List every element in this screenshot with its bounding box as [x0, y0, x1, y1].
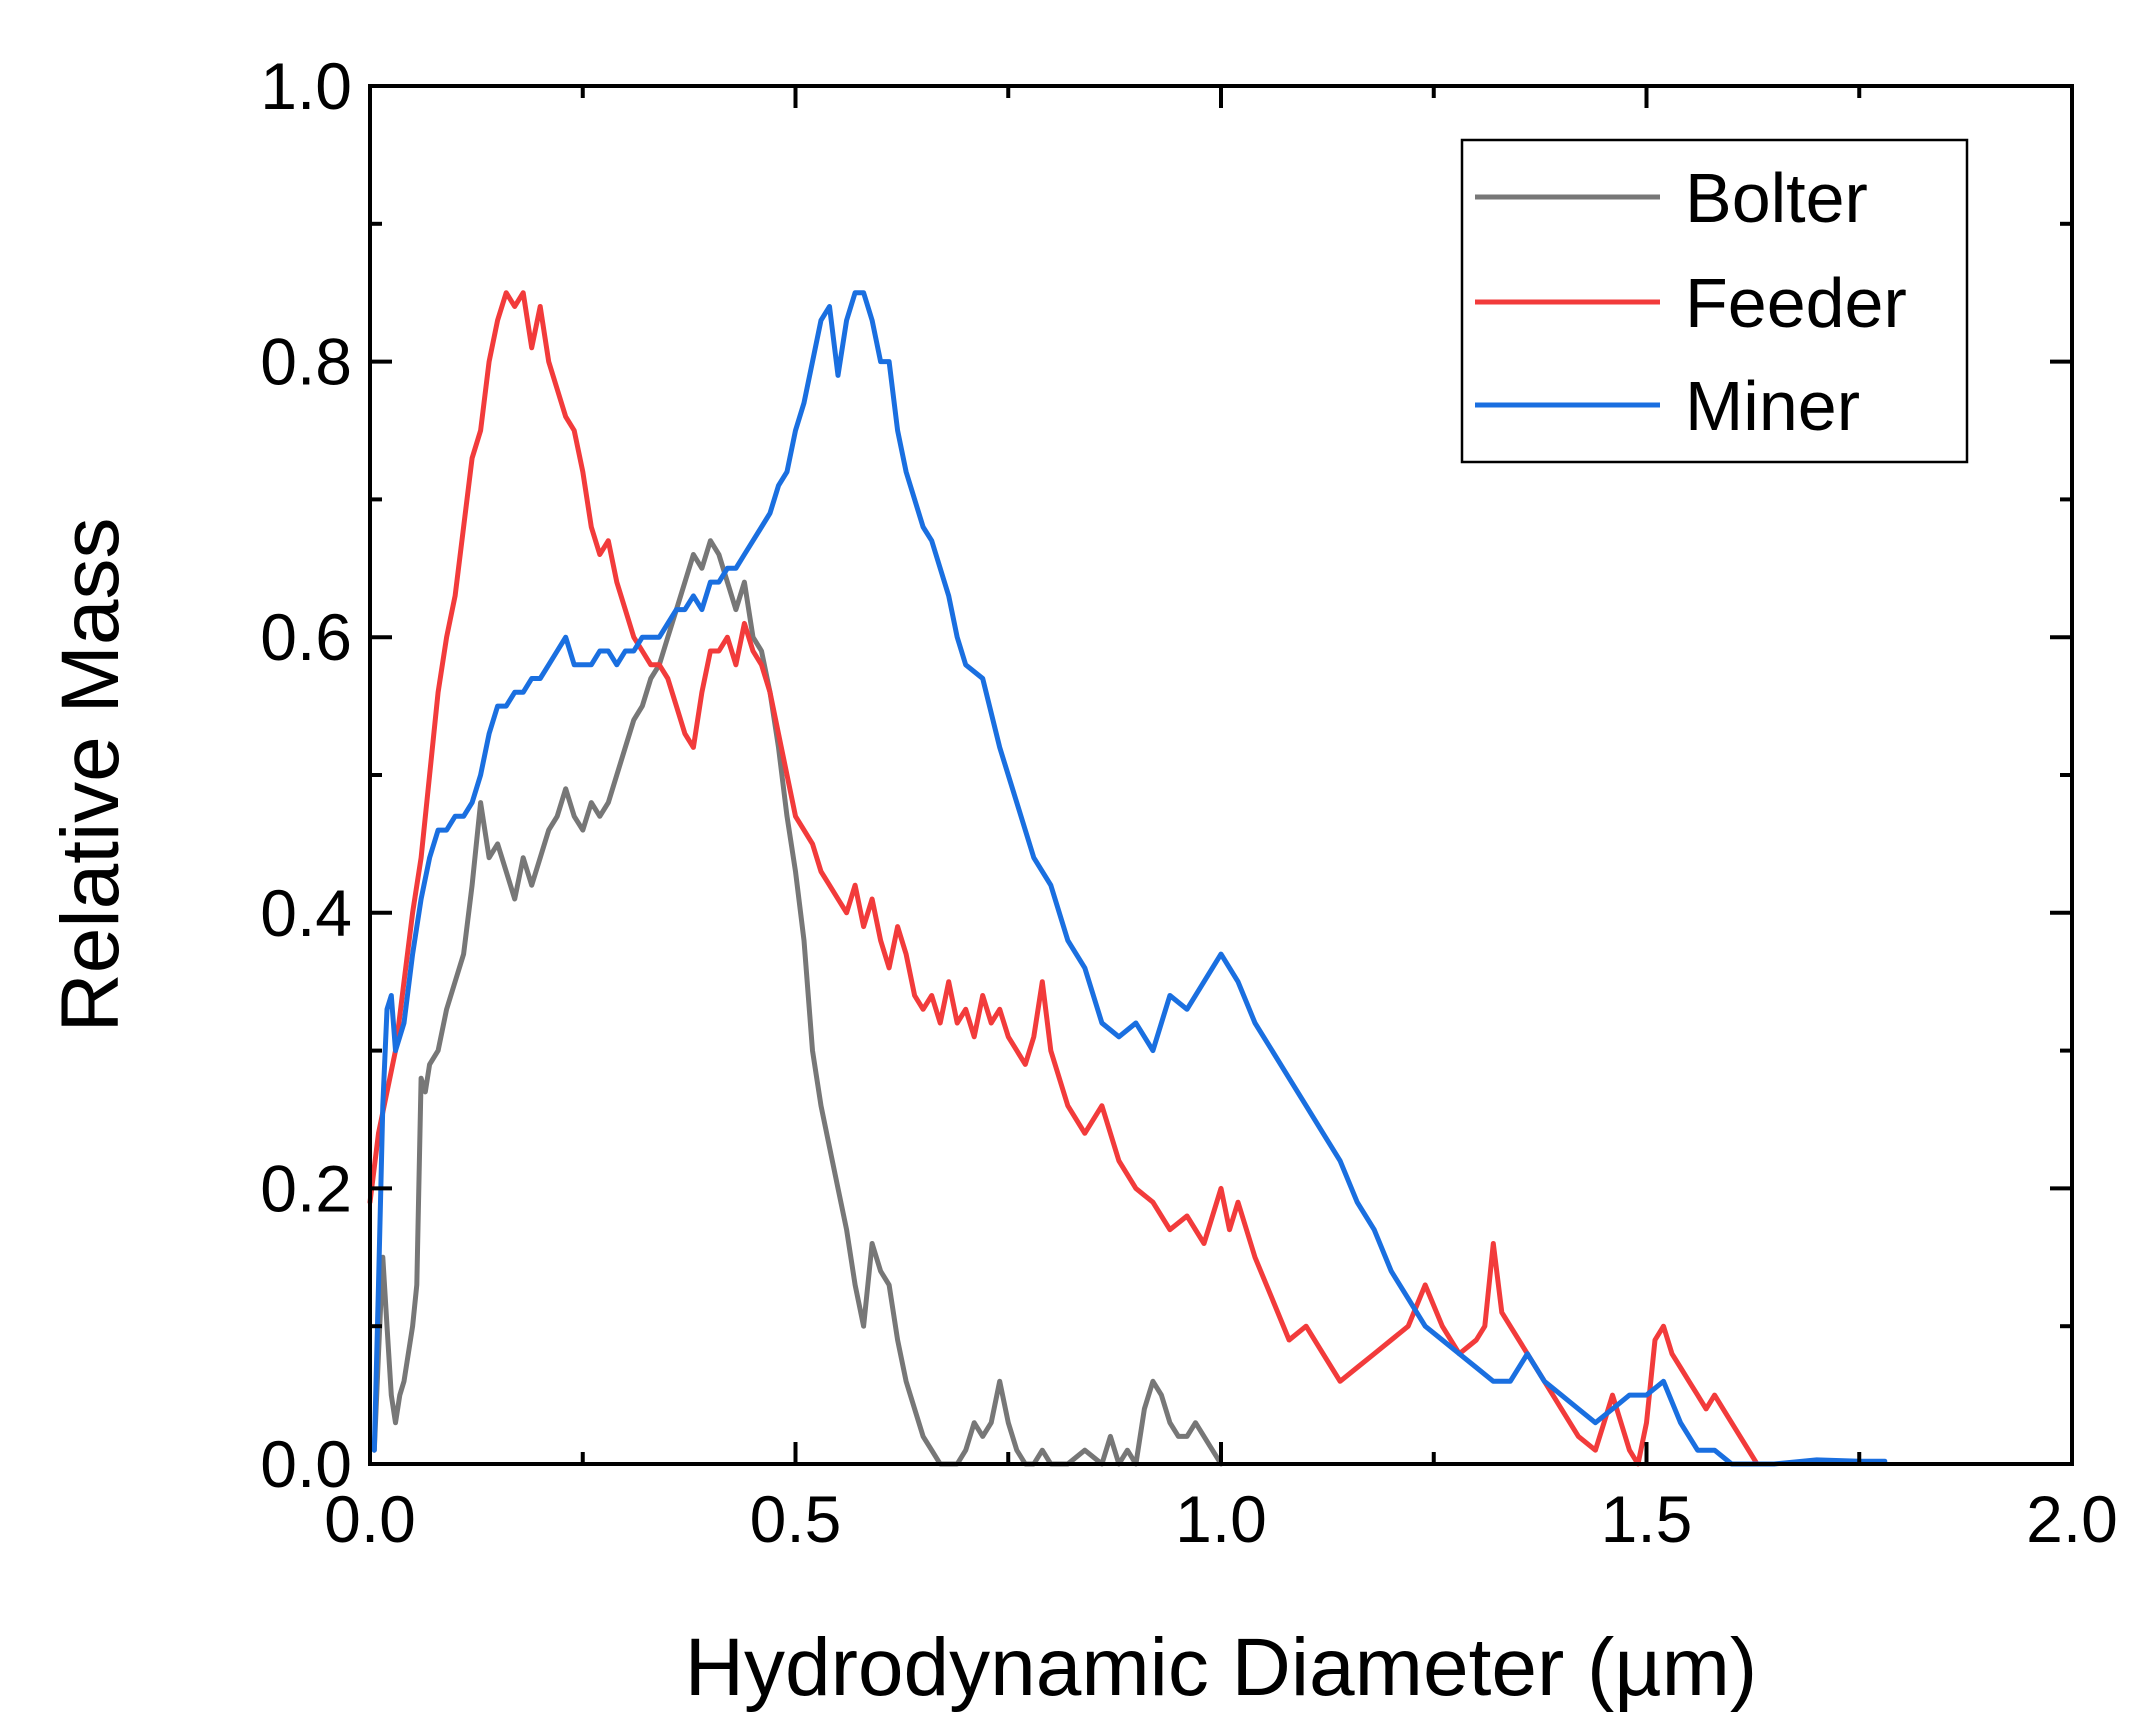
axes-layer: 0.0 0.5 1.0 1.5 2.0 0.0 0.2 0.4 0.6 0.8 1.0 — [260, 49, 2118, 1556]
series-line-feeder — [367, 290, 1760, 1467]
y-tick-label: 0.0 — [260, 1427, 352, 1501]
x-tick-label: 1.5 — [1601, 1482, 1693, 1556]
legend-label-bolter: Bolter — [1685, 159, 1868, 237]
x-tick-label: 0.5 — [750, 1482, 842, 1556]
series-line-miner — [371, 290, 1888, 1467]
legend-label-feeder: Feeder — [1685, 264, 1907, 342]
y-axis-title: Relative Mass — [45, 518, 136, 1033]
y-tick-label: 0.6 — [260, 600, 352, 674]
legend-label-miner: Miner — [1685, 367, 1860, 445]
x-tick-label: 2.0 — [2026, 1482, 2118, 1556]
x-axis-title: Hydrodynamic Diameter (µm) — [685, 1622, 1757, 1713]
y-tick-label: 0.8 — [260, 325, 352, 399]
x-tick-label: 0.0 — [324, 1482, 416, 1556]
legend: Bolter Feeder Miner — [1460, 138, 1969, 464]
y-tick-label: 0.4 — [260, 876, 352, 950]
series-layer — [367, 290, 1888, 1467]
ticks-layer: 0.0 0.5 1.0 1.5 2.0 0.0 0.2 0.4 0.6 0.8 1.0 — [260, 49, 2118, 1556]
x-tick-label: 1.0 — [1175, 1482, 1267, 1556]
y-tick-label: 1.0 — [260, 49, 352, 123]
y-tick-label: 0.2 — [260, 1151, 352, 1225]
